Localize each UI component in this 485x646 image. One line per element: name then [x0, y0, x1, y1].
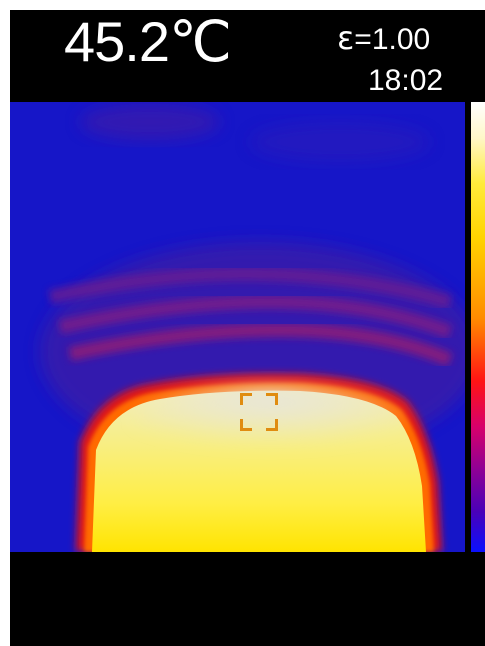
status-header: 45.2℃ ε=1.00 18:02	[10, 10, 485, 102]
spot-temperature-readout: 45.2℃	[64, 10, 232, 73]
heat-band-1	[48, 266, 452, 309]
emissivity-readout: ε=1.00	[337, 22, 430, 55]
warm-smudge-top-right	[250, 122, 430, 162]
crosshair-corner-bottom-right	[266, 419, 278, 431]
crosshair-corner-bottom-left	[240, 419, 252, 431]
temperature-scale-bar	[471, 102, 485, 552]
emissivity-value: =1.00	[354, 23, 431, 56]
footer-bar	[10, 552, 485, 646]
thermal-image	[10, 102, 465, 552]
crosshair-corner-top-right	[266, 393, 278, 405]
heat-band-2	[58, 294, 453, 339]
emissivity-symbol: ε	[337, 19, 355, 57]
warm-smudge-top	[80, 104, 220, 140]
heat-band-3	[68, 322, 453, 367]
thermal-camera-screen: 45.2℃ ε=1.00 18:02	[10, 10, 485, 646]
clock-readout: 18:02	[368, 64, 444, 97]
hot-object-core	[130, 387, 410, 467]
spot-crosshair-icon	[240, 393, 278, 431]
crosshair-corner-top-left	[240, 393, 252, 405]
thermal-image-svg	[10, 102, 465, 552]
